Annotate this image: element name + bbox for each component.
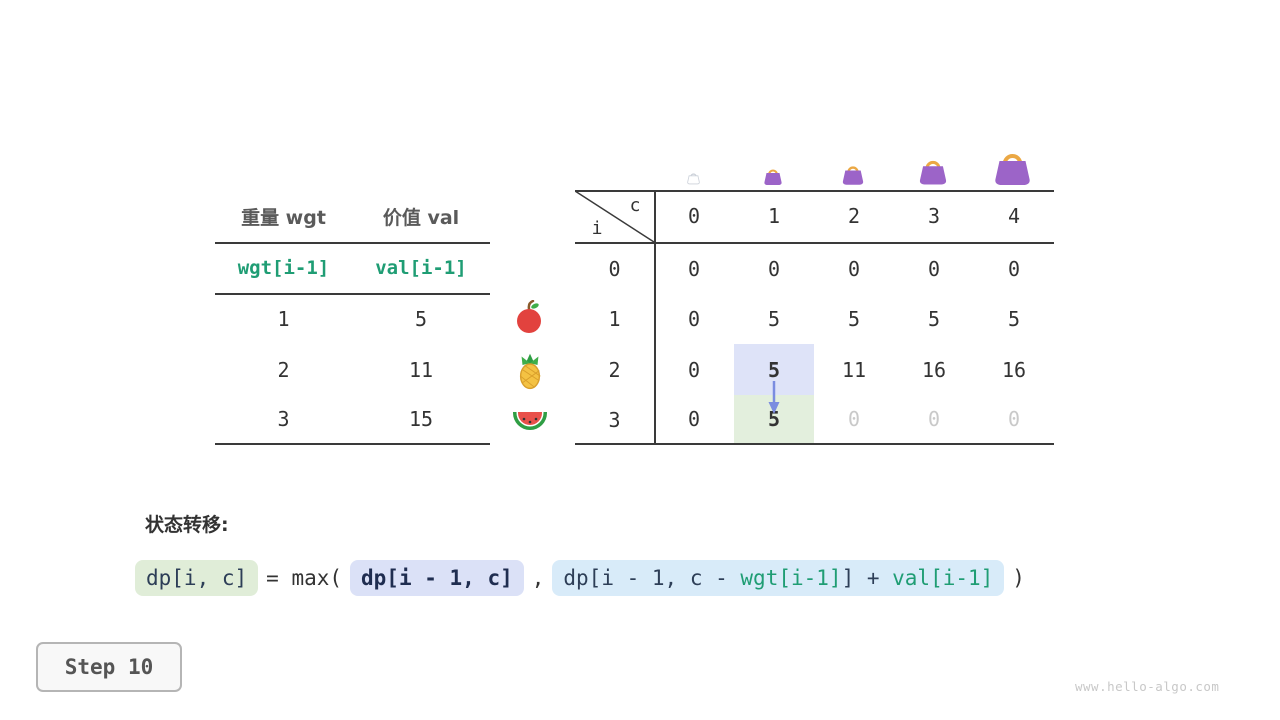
corner-label-c: c [629, 194, 641, 216]
pineapple-icon [514, 352, 546, 390]
bag-icon-medium [840, 161, 866, 190]
step-indicator: Step 10 [36, 642, 182, 692]
transition-formula: dp[i, c] = max( dp[i - 1, c] , dp[i - 1,… [135, 560, 1025, 596]
items-table: 重量 wgt 价值 val wgt[i-1] val[i-1] 1 5 2 11… [215, 190, 490, 445]
dp-cell: 5 [1007, 307, 1021, 331]
dp-table-line-top [575, 190, 1054, 192]
dp-cell: 0 [927, 256, 941, 281]
dp-source-cell: 5 [767, 357, 781, 382]
item-value: 15 [408, 407, 434, 431]
item-value: 11 [408, 357, 434, 382]
dp-cell-pending: 0 [847, 407, 861, 431]
formula-operator: = max( [266, 566, 343, 590]
formula-arg2-val: val[i-1] [892, 566, 994, 590]
dp-row-label: 1 [608, 307, 621, 331]
items-table-header-weight: 重量 wgt [241, 206, 326, 229]
dp-col-header: 4 [1007, 204, 1021, 228]
item-weight: 3 [277, 407, 290, 431]
dp-row-label: 2 [608, 357, 621, 382]
items-table-line-mid [215, 293, 490, 295]
items-table-header-value: 价值 val [382, 206, 460, 229]
bag-icon-large [916, 154, 950, 190]
dp-cell: 16 [1001, 357, 1027, 382]
dp-cell: 0 [687, 357, 701, 382]
formula-separator: , [531, 566, 545, 590]
apple-icon [512, 299, 546, 335]
dp-cell: 0 [687, 256, 701, 281]
dp-col-header: 3 [927, 204, 941, 228]
items-table-line-bottom [215, 443, 490, 445]
corner-label-i: i [591, 217, 603, 239]
dp-cell: 5 [847, 307, 861, 331]
transition-label: 状态转移: [145, 514, 229, 536]
formula-lhs: dp[i, c] [135, 560, 259, 596]
formula-arg1: dp[i - 1, c] [350, 560, 524, 596]
dp-cell-pending: 0 [1007, 407, 1021, 431]
dp-cell: 0 [847, 256, 861, 281]
item-weight: 1 [277, 306, 290, 331]
items-table-wgt-formula: wgt[i-1] [237, 256, 330, 279]
dp-cell: 5 [767, 307, 781, 331]
dp-target-cell: 5 [767, 407, 781, 431]
formula-close: ) [1012, 566, 1025, 590]
formula-arg2-infix: ] + [841, 566, 893, 590]
dp-cell: 0 [767, 256, 781, 281]
bag-icon-small [762, 165, 784, 190]
dp-col-header: 1 [767, 204, 781, 228]
formula-arg2-wgt: wgt[i-1] [740, 566, 842, 590]
dp-cell: 5 [927, 307, 941, 331]
item-value: 5 [414, 306, 428, 331]
transition-arrow-icon [768, 381, 780, 414]
dp-col-header: 0 [687, 204, 701, 228]
dp-row-label: 0 [608, 256, 621, 281]
formula-arg2-prefix: dp[i - 1, c - [563, 566, 741, 590]
formula-arg2: dp[i - 1, c - wgt[i-1]] + val[i-1] [552, 560, 1005, 596]
dp-col-header: 2 [847, 204, 861, 228]
dp-table-line-vertical [654, 190, 656, 445]
dp-table-line-header [575, 242, 1054, 244]
dp-cell: 16 [921, 357, 947, 382]
items-table-line-top [215, 242, 490, 244]
watermelon-icon [511, 411, 549, 433]
empty-bag-icon [686, 169, 701, 190]
dp-cell: 11 [841, 357, 867, 382]
bag-icon-xlarge [990, 145, 1035, 191]
dp-table: c i 0 1 2 3 4 0 1 2 3 0 0 0 0 0 0 5 5 5 … [575, 190, 1054, 445]
dp-cell: 0 [687, 307, 701, 331]
dp-cell: 0 [1007, 256, 1021, 281]
dp-cell-pending: 0 [927, 407, 941, 431]
dp-table-line-bottom [575, 443, 1054, 445]
watermark: www.hello-algo.com [1075, 679, 1220, 694]
items-table-val-formula: val[i-1] [375, 256, 467, 279]
corner-diagonal-line [575, 190, 654, 242]
dp-cell: 0 [687, 407, 701, 431]
dp-row-label: 3 [608, 408, 621, 432]
item-weight: 2 [277, 357, 290, 382]
